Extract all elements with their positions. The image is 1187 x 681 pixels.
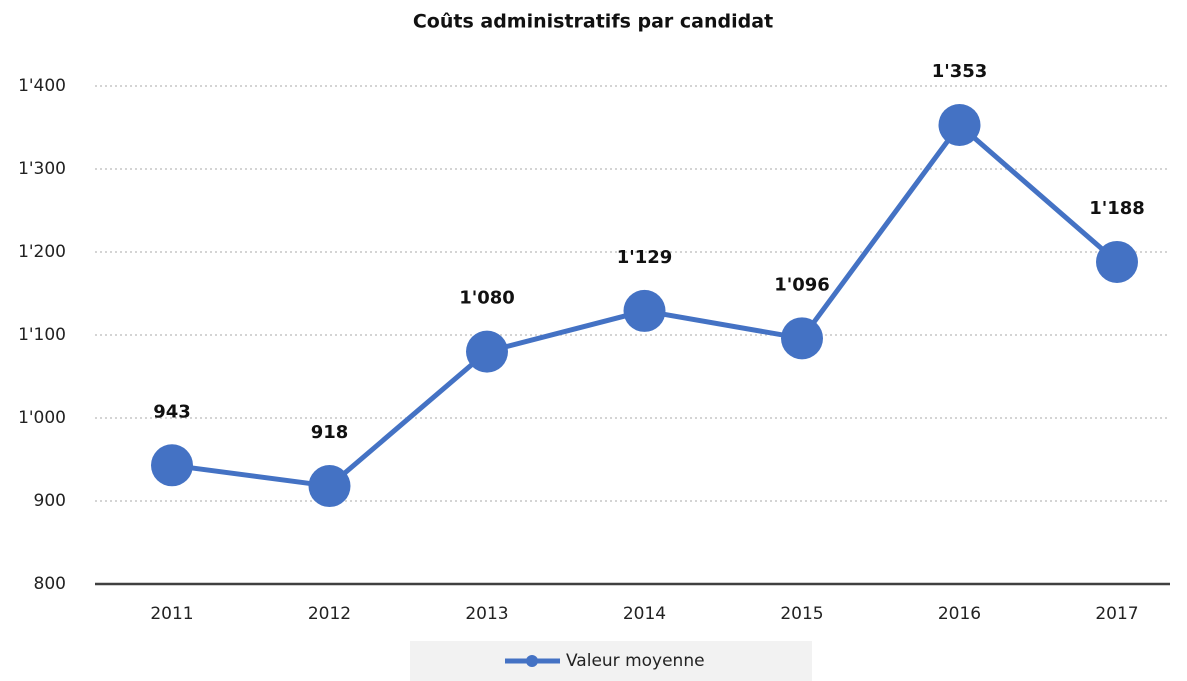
x-tick-label: 2013 bbox=[465, 604, 508, 624]
x-tick-label: 2015 bbox=[780, 604, 823, 624]
marker bbox=[308, 465, 351, 508]
chart-title: Coûts administratifs par candidat bbox=[413, 11, 773, 33]
value-label: 918 bbox=[311, 422, 349, 443]
value-label: 943 bbox=[153, 401, 191, 422]
marker bbox=[466, 330, 508, 373]
y-tick-label: 1'200 bbox=[18, 242, 66, 262]
y-tick-label: 1'400 bbox=[18, 76, 66, 96]
x-tick-label: 2017 bbox=[1095, 604, 1138, 624]
y-tick-label: 800 bbox=[34, 574, 66, 594]
x-tick-label: 2014 bbox=[623, 604, 666, 624]
y-tick-label: 1'300 bbox=[18, 159, 66, 179]
marker bbox=[781, 317, 823, 360]
x-tick-label: 2012 bbox=[308, 604, 351, 624]
legend-marker bbox=[526, 655, 538, 667]
y-tick-label: 900 bbox=[34, 491, 66, 511]
marker bbox=[1096, 240, 1138, 283]
value-label: 1'129 bbox=[617, 247, 673, 268]
value-label: 1'353 bbox=[932, 61, 988, 82]
x-tick-label: 2016 bbox=[938, 604, 981, 624]
y-tick-label: 1'000 bbox=[18, 408, 66, 428]
marker bbox=[938, 104, 981, 147]
marker bbox=[151, 444, 193, 487]
y-tick-label: 1'100 bbox=[18, 325, 66, 345]
value-label: 1'080 bbox=[459, 288, 515, 309]
legend-box bbox=[410, 641, 812, 681]
legend-label: Valeur moyenne bbox=[566, 651, 705, 671]
marker bbox=[623, 289, 666, 332]
value-label: 1'096 bbox=[774, 274, 830, 295]
x-tick-label: 2011 bbox=[150, 604, 193, 624]
value-label: 1'188 bbox=[1089, 198, 1145, 219]
